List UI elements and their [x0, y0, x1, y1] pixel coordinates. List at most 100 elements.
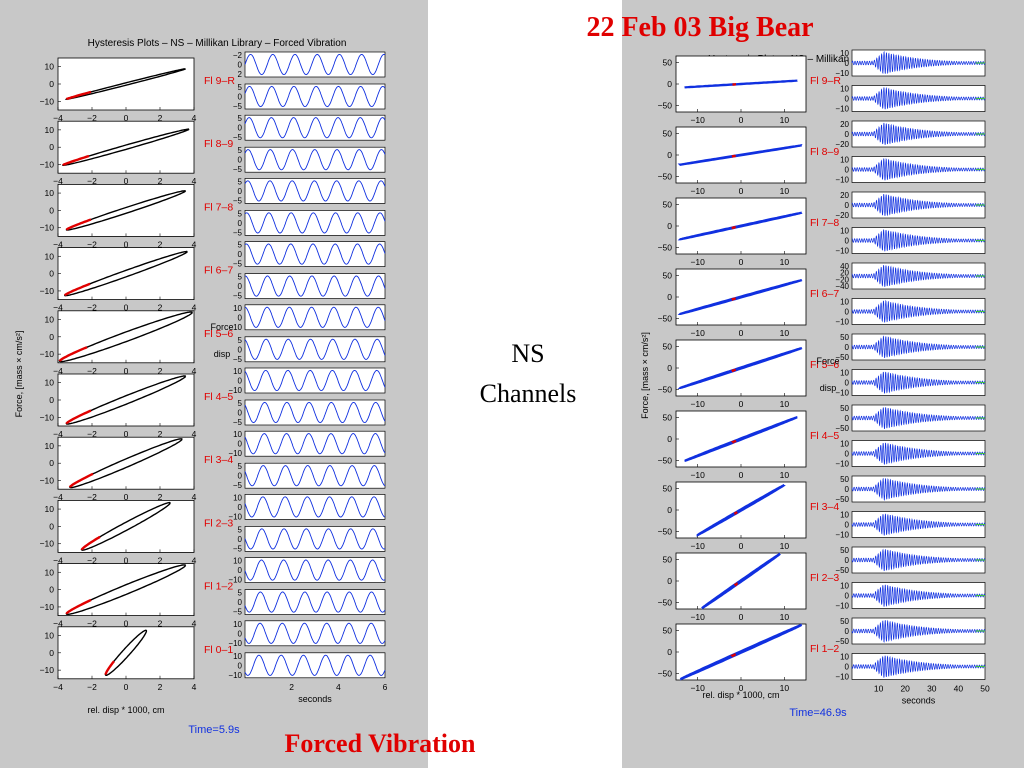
timeseries-y-tick: 10: [840, 440, 849, 449]
y-tick-label: 10: [45, 504, 55, 514]
hysteresis-plot-area: [57, 57, 195, 111]
timeseries-y-tick: 0: [238, 156, 243, 165]
timeseries-y-tick: 10: [840, 511, 849, 520]
floor-label: Fl 6–7: [810, 288, 839, 300]
hysteresis-axes-7: −50 0 50 −10 0 10: [658, 481, 807, 551]
x-tick-label: 0: [739, 541, 744, 551]
x-tick-label: 10: [780, 470, 790, 480]
hysteresis-current-segment: [731, 439, 737, 444]
timeseries-y-tick: −5: [233, 544, 243, 553]
disp-timeseries-4: 100−10: [835, 298, 986, 327]
timeseries-y-tick: −10: [228, 386, 242, 395]
hysteresis-plot-area: [57, 563, 195, 616]
floor-label: Fl 3–4: [204, 454, 233, 466]
timeseries-y-tick: −10: [228, 639, 242, 648]
floor-label: Fl 4–5: [810, 430, 839, 442]
timeseries-y-tick: 20: [840, 191, 849, 200]
hysteresis-loop: [677, 144, 803, 166]
timeseries-y-tick: 0: [238, 440, 243, 449]
floor-label: Fl 4–5: [204, 391, 233, 403]
y-tick-label: 0: [667, 292, 672, 302]
timeseries-waveform: [244, 559, 386, 581]
timeseries-y-tick: 0: [238, 219, 243, 228]
floor-label: Fl 2–3: [204, 517, 233, 529]
timeseries-waveform: [244, 369, 386, 392]
x-tick-label: 0: [124, 113, 129, 123]
timeseries-y-tick: 5: [238, 525, 243, 534]
timeseries-y-tick: 0: [238, 313, 243, 322]
x-tick-label: −2: [87, 366, 97, 376]
x-tick-label: 0: [124, 555, 129, 565]
force-timeseries-8: 500−50: [835, 546, 986, 575]
time-readout: Time=46.9s: [789, 707, 847, 719]
time-x-tick-label: 4: [336, 682, 341, 692]
timeseries-y-tick: 10: [233, 304, 242, 313]
floor-label: Fl 5–6: [204, 328, 233, 340]
hysteresis-y-axis-label: Force, [mass × cm/s²]: [14, 331, 24, 418]
y-tick-label: −50: [658, 598, 673, 608]
force-timeseries-9: 100−10: [228, 557, 386, 585]
hysteresis-loop: [701, 552, 781, 610]
x-tick-label: 0: [124, 303, 129, 313]
timeseries-waveform: [244, 338, 386, 360]
timeseries-y-tick: −5: [233, 196, 243, 205]
disp-timeseries-8: 50−5: [233, 525, 386, 553]
hysteresis-current-segment: [58, 346, 88, 362]
x-tick-label: −10: [690, 541, 705, 551]
force-timeseries-4: 50−5: [233, 241, 386, 269]
timeseries-plot-area: [244, 494, 386, 520]
timeseries-waveform: [244, 591, 386, 613]
y-tick-label: −50: [658, 172, 673, 182]
timeseries-plot-area: [244, 620, 386, 647]
y-tick-label: 0: [49, 332, 54, 342]
figure-title: Hysteresis Plots – NS – Millikan Library…: [708, 54, 933, 65]
timeseries-y-tick: 0: [845, 343, 850, 352]
hysteresis-axes-5: −10 0 10 −4 −2 0 2 4: [40, 310, 197, 376]
x-tick-label: −4: [53, 429, 63, 439]
y-tick-label: −10: [40, 412, 55, 422]
timeseries-y-tick: −10: [228, 671, 242, 680]
timeseries-plot-area: [244, 652, 386, 679]
timeseries-waveform: [244, 622, 386, 644]
y-tick-label: 0: [49, 585, 54, 595]
force-timeseries-1: −202: [233, 51, 386, 79]
y-tick-label: 0: [49, 205, 54, 215]
timeseries-y-tick: 0: [238, 629, 243, 638]
timeseries-y-tick: 40: [840, 262, 849, 271]
timeseries-y-tick: 0: [845, 627, 850, 636]
y-tick-label: 10: [45, 567, 55, 577]
force-timeseries-6: 500−50: [835, 404, 986, 433]
x-tick-label: 4: [192, 619, 197, 629]
timeseries-y-tick: −50: [835, 566, 849, 575]
x-tick-label: 0: [124, 366, 129, 376]
time-x-tick-label: 40: [954, 684, 964, 694]
disp-timeseries-5: 100−10: [835, 369, 986, 398]
x-tick-label: −10: [690, 328, 705, 338]
disp-timeseries-1: 100−10: [835, 85, 986, 114]
timeseries-waveform: [851, 619, 986, 643]
x-tick-label: 10: [780, 541, 790, 551]
hysteresis-plot-area: [57, 310, 195, 364]
timeseries-y-tick: 2: [238, 70, 243, 79]
x-tick-label: −2: [87, 619, 97, 629]
timeseries-y-tick: 5: [238, 336, 243, 345]
y-tick-label: 50: [663, 554, 673, 564]
timeseries-y-tick: −10: [835, 247, 849, 256]
y-tick-label: 50: [663, 483, 673, 493]
timeseries-y-tick: 0: [238, 535, 243, 544]
x-tick-label: 2: [158, 113, 163, 123]
y-tick-label: 50: [663, 128, 673, 138]
timeseries-plot-area: [244, 83, 386, 110]
timeseries-y-tick: −50: [835, 353, 849, 362]
timeseries-waveform: [244, 528, 386, 550]
timeseries-y-tick: 5: [238, 177, 243, 186]
x-tick-label: 2: [158, 555, 163, 565]
timeseries-y-tick: 5: [238, 209, 243, 218]
timeseries-y-tick: 0: [845, 414, 850, 423]
timeseries-y-tick: 0: [238, 187, 243, 196]
timeseries-y-tick: 0: [845, 166, 850, 175]
force-timeseries-5: 500−50: [835, 333, 986, 362]
timeseries-y-tick: 0: [238, 61, 243, 70]
timeseries-waveform: [244, 243, 386, 265]
x-tick-label: 0: [739, 612, 744, 622]
